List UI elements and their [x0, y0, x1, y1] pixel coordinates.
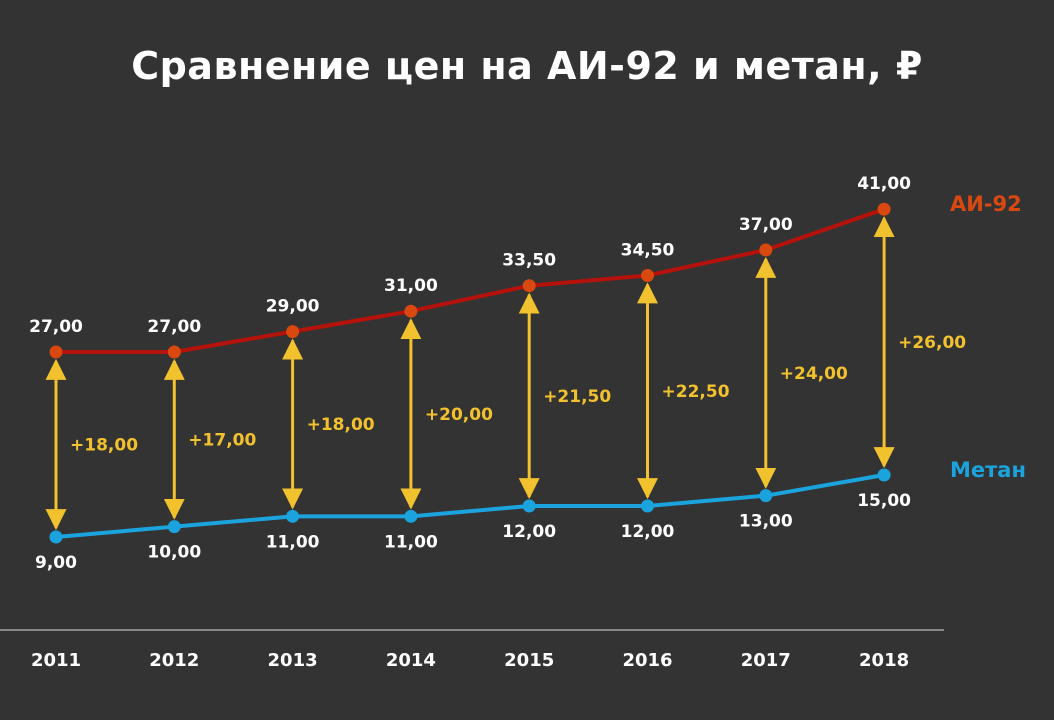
difference-label: +20,00 [425, 405, 493, 425]
methane-point [404, 509, 418, 523]
ai92-point [49, 345, 63, 359]
chart-title: Сравнение цен на АИ-92 и метан, ₽ [131, 44, 923, 88]
x-tick-label: 2018 [859, 650, 909, 671]
x-tick-label: 2015 [504, 650, 554, 671]
x-tick-label: 2011 [31, 650, 81, 671]
methane-point [522, 499, 536, 513]
ai92-point [877, 202, 891, 216]
methane-value-label: 11,00 [384, 532, 438, 552]
methane-value-label: 10,00 [147, 543, 201, 563]
difference-label: +17,00 [188, 430, 256, 450]
series-label-ai92: АИ-92 [950, 192, 1022, 216]
ai92-point [404, 304, 418, 318]
x-tick-label: 2014 [386, 650, 436, 671]
ai92-point [167, 345, 181, 359]
methane-point [641, 499, 654, 513]
methane-point [286, 509, 300, 523]
methane-value-label: 13,00 [739, 512, 793, 532]
methane-point [759, 489, 773, 503]
ai92-point [759, 243, 773, 257]
methane-value-label: 12,00 [621, 522, 675, 542]
ai92-value-label: 27,00 [147, 317, 201, 337]
ai92-point [641, 269, 654, 282]
ai92-value-label: 37,00 [739, 215, 793, 235]
methane-point [877, 468, 891, 482]
x-tick-label: 2016 [622, 650, 672, 671]
ai92-point [286, 325, 300, 339]
difference-label: +24,00 [780, 364, 848, 384]
methane-series-line [55, 473, 885, 539]
ai92-value-label: 29,00 [266, 297, 320, 317]
methane-value-label: 15,00 [857, 491, 911, 511]
ai92-value-label: 27,00 [29, 317, 83, 337]
ai92-value-label: 34,50 [621, 241, 675, 261]
difference-label: +21,50 [543, 387, 611, 407]
ai92-series-line [56, 207, 885, 354]
x-tick-label: 2012 [149, 650, 199, 671]
ai92-value-label: 41,00 [857, 174, 911, 194]
methane-point [49, 530, 63, 544]
difference-label: +18,00 [307, 415, 375, 435]
x-tick-label: 2013 [268, 650, 318, 671]
difference-label: +18,00 [70, 436, 138, 456]
methane-value-label: 11,00 [266, 532, 320, 552]
x-tick-label: 2017 [741, 650, 791, 671]
difference-label: +26,00 [898, 333, 966, 353]
methane-value-label: 12,00 [502, 522, 556, 542]
methane-value-label: 9,00 [35, 553, 77, 573]
ai92-value-label: 33,50 [502, 251, 556, 271]
ai92-point [522, 279, 536, 293]
ai92-value-label: 31,00 [384, 276, 438, 296]
series-label-methane: Метан [950, 458, 1026, 482]
methane-point [167, 520, 181, 534]
difference-label: +22,50 [662, 382, 730, 402]
